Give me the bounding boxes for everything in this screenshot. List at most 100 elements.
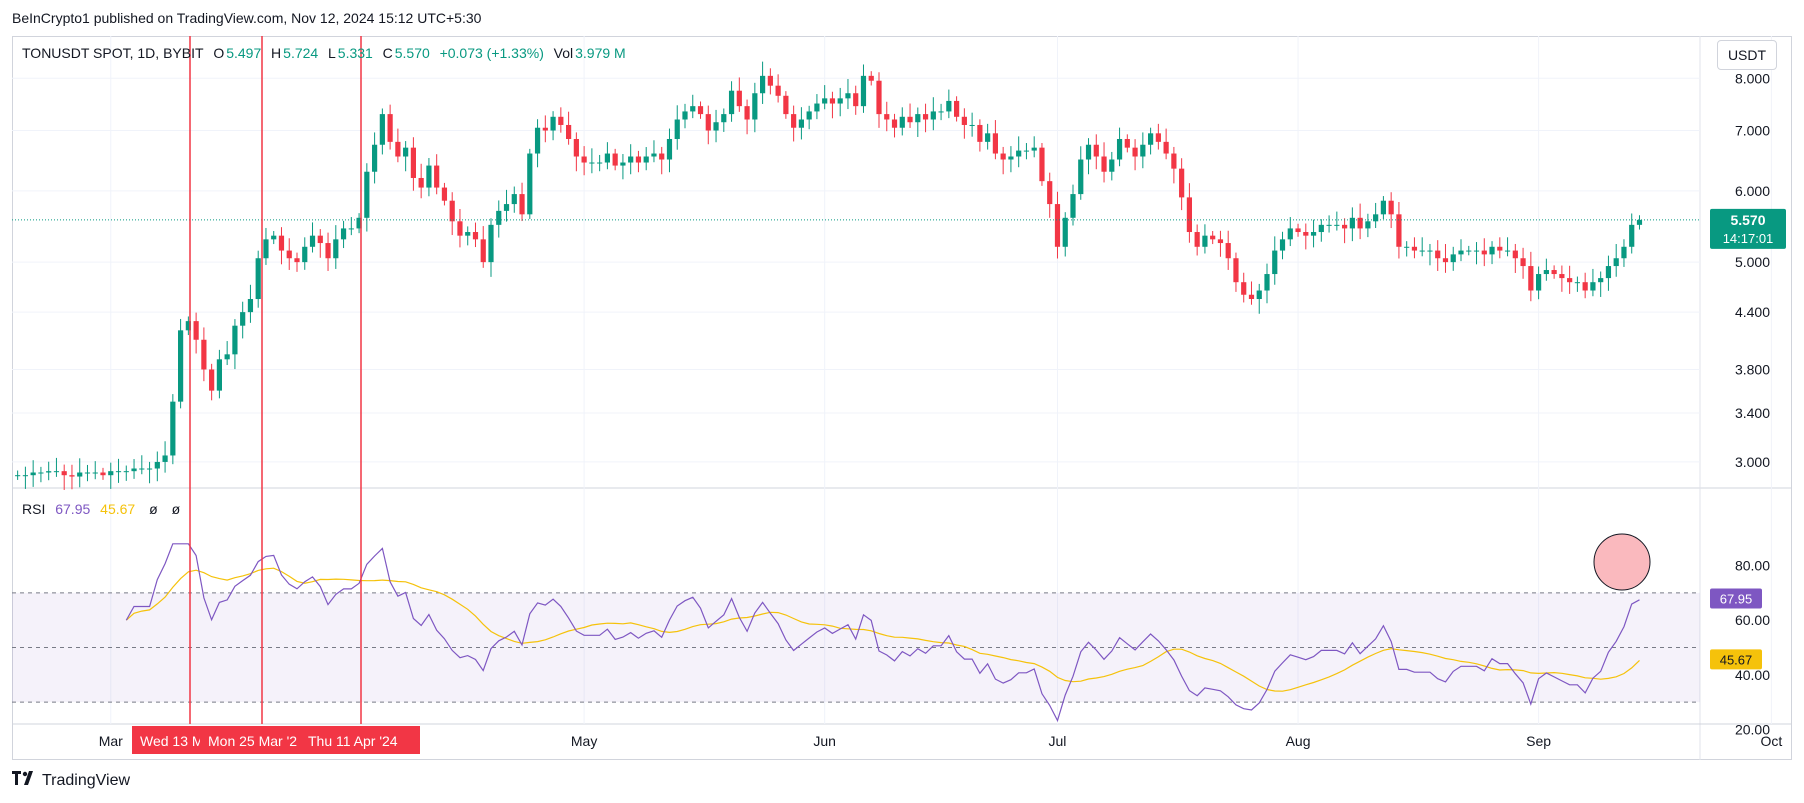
candle: [69, 464, 75, 490]
candle: [635, 150, 642, 173]
candle: [674, 105, 680, 150]
candle-body: [100, 472, 106, 476]
candle: [15, 470, 21, 480]
candle-body: [1070, 194, 1076, 218]
candle: [868, 71, 874, 86]
candle-body: [1179, 168, 1185, 198]
symbol-title[interactable]: TONUSDT SPOT, 1D, BYBIT: [22, 45, 204, 61]
tradingview-logo[interactable]: TradingView: [12, 771, 130, 790]
candle-body: [1574, 282, 1580, 284]
open-label: O: [213, 45, 225, 61]
candle: [542, 115, 548, 143]
rsi-ma-value: 45.67: [100, 501, 136, 517]
candle: [139, 455, 145, 475]
candle: [1574, 276, 1580, 292]
candle: [294, 252, 300, 272]
candle-body: [123, 471, 129, 473]
volume-label: Vol: [553, 45, 574, 61]
candle-body: [1210, 235, 1216, 240]
candle: [1310, 219, 1317, 248]
rsi-ma-line: [125, 567, 1640, 692]
candle-body: [1559, 274, 1565, 279]
candle: [1605, 255, 1612, 291]
candle-body: [721, 114, 727, 123]
candle: [697, 101, 704, 119]
candle: [123, 465, 129, 481]
candle: [418, 163, 424, 199]
open-value: 5.497: [226, 45, 262, 61]
candle: [403, 141, 409, 172]
candle: [1590, 268, 1596, 297]
candle: [84, 464, 91, 482]
rsi-value-tag: [1710, 588, 1762, 609]
candle-body: [131, 468, 137, 472]
candle: [620, 154, 626, 180]
candle-body: [1109, 159, 1115, 172]
candle-body: [201, 339, 207, 370]
candle: [1093, 134, 1099, 170]
candle: [884, 101, 890, 132]
candle-body: [573, 138, 579, 157]
candle-body: [1473, 250, 1480, 252]
candle-body: [170, 401, 176, 456]
candle-body: [1458, 250, 1464, 255]
candle-body: [558, 116, 564, 125]
candle-body: [1008, 156, 1014, 160]
candle-body: [22, 475, 28, 477]
currency-button[interactable]: USDT: [1717, 40, 1777, 70]
candle: [791, 105, 797, 142]
candle: [449, 192, 455, 236]
rsi-line: [125, 543, 1640, 723]
candle: [860, 64, 867, 113]
candle-body: [488, 224, 494, 263]
rsi-tick-label: 40.00: [1735, 667, 1770, 683]
candle: [387, 104, 393, 150]
candle-body: [1085, 144, 1092, 160]
candle: [278, 227, 285, 265]
candle: [1489, 241, 1495, 265]
last-price-tag: [1710, 208, 1786, 249]
candle-body: [690, 106, 696, 112]
candle-body: [643, 156, 649, 163]
candle: [511, 186, 517, 213]
candle-body: [1155, 133, 1161, 142]
candle: [597, 154, 603, 172]
candle: [1629, 213, 1635, 254]
rsi-tick-label: 20.00: [1735, 721, 1770, 737]
candle-body: [1318, 224, 1324, 233]
candle-body: [566, 124, 572, 139]
candle-body: [915, 114, 921, 123]
candle: [1411, 237, 1418, 259]
candle-body: [1264, 274, 1270, 291]
date-marker-label: Thu 11 Apr '24: [308, 733, 398, 749]
candle: [302, 237, 308, 270]
candle-body: [814, 103, 820, 112]
candle: [589, 148, 595, 174]
candle: [1536, 266, 1542, 300]
candle: [1528, 251, 1534, 302]
candle: [1047, 172, 1053, 218]
candle: [1380, 196, 1386, 220]
rsi-tick-label: 60.00: [1735, 612, 1770, 628]
candle: [1334, 211, 1340, 231]
candle: [146, 461, 153, 484]
candle-body: [240, 312, 246, 326]
rsi-na-1: ø: [149, 501, 158, 517]
candle: [853, 85, 859, 115]
time-tick-label: Mar: [99, 733, 123, 749]
candle-body: [185, 321, 191, 331]
candle-body: [1567, 278, 1573, 283]
candle: [1481, 238, 1487, 267]
candle: [1287, 217, 1293, 247]
candle: [682, 103, 688, 129]
candle-body: [1148, 133, 1154, 145]
candle-body: [922, 114, 929, 120]
price-tick-label: 3.400: [1735, 405, 1770, 421]
candle-body: [426, 165, 432, 188]
candle-body: [1279, 239, 1286, 251]
rsi-title[interactable]: RSI: [22, 501, 46, 517]
candle-body: [597, 162, 603, 164]
candle: [178, 318, 184, 409]
overbought-highlight-circle: [1593, 533, 1651, 591]
